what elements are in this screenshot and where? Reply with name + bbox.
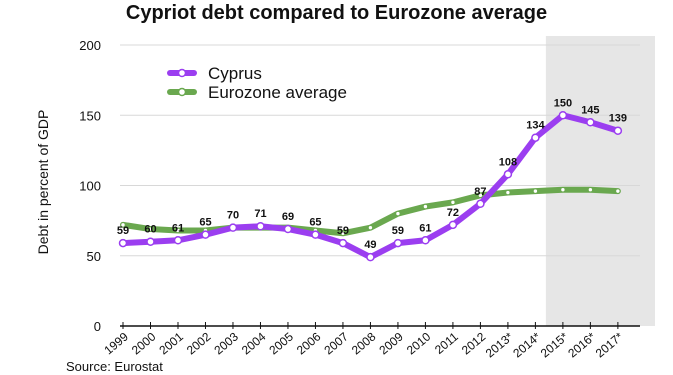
- y-tick-label: 100: [79, 179, 101, 194]
- data-point-eurozone-average: [340, 230, 346, 236]
- data-label: 61: [172, 222, 184, 234]
- y-axis-label: Debt in percent of GDP: [35, 110, 51, 255]
- data-point-cyprus: [613, 126, 623, 135]
- x-tick-label: 2017*: [593, 329, 626, 360]
- data-point-cyprus: [173, 236, 183, 245]
- data-point-cyprus: [201, 230, 210, 239]
- data-point-eurozone-average: [367, 224, 374, 231]
- data-point-cyprus: [558, 111, 568, 120]
- data-label: 72: [447, 207, 459, 219]
- x-tick-label: 2002: [184, 329, 214, 357]
- data-point-cyprus: [146, 237, 155, 246]
- series-line-cyprus: [120, 112, 621, 261]
- data-label: 65: [199, 217, 211, 229]
- source-note: Source: Eurostat: [66, 359, 163, 374]
- y-tick-label: 150: [79, 108, 101, 123]
- x-tick-label: 2007: [321, 329, 351, 357]
- data-label: 59: [337, 225, 349, 237]
- data-point-eurozone-average: [147, 226, 154, 232]
- data-point-eurozone-average: [175, 227, 181, 234]
- data-point-eurozone-average: [477, 192, 484, 199]
- data-point-cyprus: [256, 221, 265, 231]
- data-label: 145: [581, 104, 599, 116]
- legend-label: Eurozone average: [208, 83, 347, 102]
- data-point-eurozone-average: [450, 199, 456, 206]
- data-point-cyprus: [283, 224, 293, 234]
- x-tick-label: 1999: [101, 329, 131, 357]
- data-point-cyprus: [338, 238, 348, 248]
- x-tick-label: 2010: [404, 329, 434, 357]
- data-label: 59: [117, 225, 129, 237]
- legend-label: Cyprus: [208, 64, 262, 83]
- y-tick-label: 50: [87, 249, 101, 264]
- x-tick-label: 2006: [294, 329, 324, 357]
- data-point-cyprus: [366, 252, 375, 262]
- x-tick-label: 2013*: [483, 329, 516, 360]
- data-point-cyprus: [421, 236, 430, 245]
- data-label: 70: [227, 210, 239, 222]
- data-point-eurozone-average: [532, 188, 539, 194]
- forecast-shade: [545, 36, 655, 326]
- x-tick-label: 2014*: [510, 329, 543, 360]
- x-tick-label: 2003: [211, 329, 241, 357]
- data-label: 69: [282, 211, 294, 223]
- x-tick-label: 2011: [432, 329, 461, 357]
- data-label: 87: [474, 186, 486, 198]
- data-point-eurozone-average: [615, 188, 621, 194]
- x-tick-label: 2009: [376, 329, 406, 357]
- data-point-eurozone-average: [422, 203, 429, 210]
- data-label: 134: [526, 120, 545, 132]
- data-point-eurozone-average: [560, 187, 566, 193]
- data-point-cyprus: [476, 199, 485, 209]
- data-point-cyprus: [118, 238, 128, 248]
- data-point-cyprus: [448, 220, 458, 230]
- legend-marker: [177, 87, 187, 97]
- data-label: 139: [609, 113, 627, 125]
- x-tick-label: 2008: [349, 329, 379, 357]
- data-point-cyprus: [393, 238, 403, 248]
- y-tick-label: 0: [94, 319, 101, 334]
- legend-marker: [177, 68, 187, 78]
- data-label: 49: [364, 239, 376, 251]
- data-point-cyprus: [531, 133, 540, 142]
- data-point-cyprus: [586, 118, 595, 127]
- data-point-eurozone-average: [120, 222, 126, 228]
- data-label: 61: [419, 222, 431, 234]
- data-label: 59: [392, 225, 404, 237]
- data-point-eurozone-average: [587, 187, 594, 193]
- data-point-cyprus: [503, 170, 513, 179]
- data-label: 71: [254, 208, 266, 220]
- data-label: 60: [144, 224, 156, 236]
- x-tick-label: 2012: [459, 329, 489, 357]
- y-tick-label: 200: [79, 38, 101, 53]
- data-point-cyprus: [228, 223, 238, 232]
- x-tick-label: 2004: [239, 329, 269, 357]
- x-tick-label: 2001: [156, 329, 186, 357]
- x-tick-label: 2015*: [538, 329, 571, 360]
- data-label: 108: [499, 156, 517, 168]
- data-point-eurozone-average: [395, 210, 401, 217]
- data-label: 150: [554, 97, 572, 109]
- x-tick-label: 2000: [129, 329, 159, 357]
- data-label: 65: [309, 217, 321, 229]
- data-point-cyprus: [311, 230, 320, 239]
- x-tick-label: 2016*: [565, 329, 598, 360]
- chart-title: Cypriot debt compared to Eurozone averag…: [125, 2, 548, 24]
- x-tick-label: 2005: [266, 329, 296, 357]
- data-point-eurozone-average: [505, 189, 511, 196]
